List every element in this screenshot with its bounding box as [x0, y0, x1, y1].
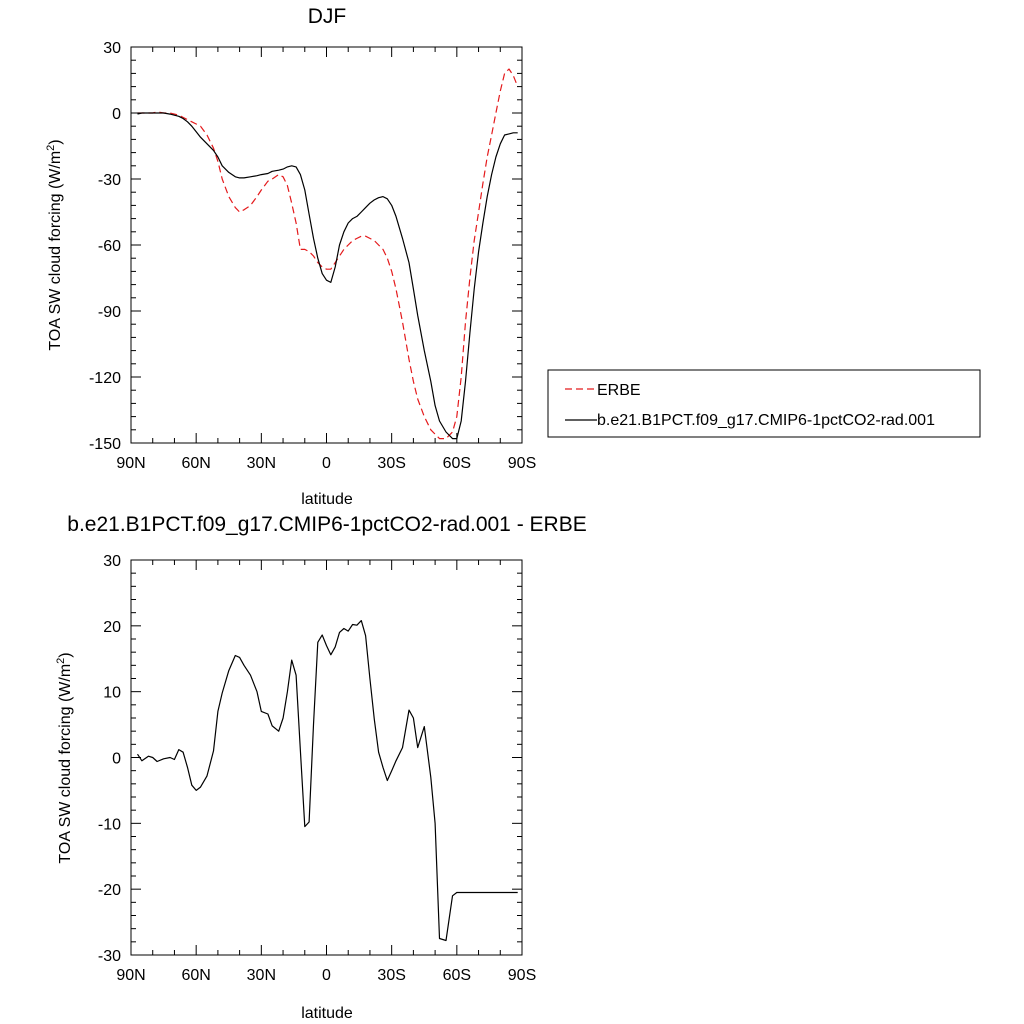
top-chart: DJF 90N 60N 30N 0 30S 60S 90S 30 0 -30 -60 -90 -120 -…	[45, 5, 536, 508]
x-tick-label: 90N	[116, 967, 145, 984]
series-line-0	[137, 619, 518, 942]
x-tick-label: 90S	[508, 455, 536, 472]
y-tick-label: 0	[112, 106, 121, 123]
y-tick-label: 0	[112, 751, 121, 768]
chart-title: DJF	[308, 5, 347, 28]
x-tick-label: 30S	[377, 967, 405, 984]
plot-frame	[130, 559, 523, 956]
legend-box	[547, 369, 981, 438]
legend-label-model: b.e21.B1PCT.f09_g17.CMIP6-1pctCO2-rad.00…	[597, 412, 935, 429]
x-tick-label: 60N	[181, 967, 210, 984]
x-tick-label: 0	[322, 455, 331, 472]
x-tick-label: 90N	[116, 455, 145, 472]
y-tick-label: 20	[103, 619, 121, 636]
bottom-chart: b.e21.B1PCT.f09_g17.CMIP6-1pctCO2-rad.00…	[55, 513, 587, 1022]
legend-label-erbe: ERBE	[597, 382, 641, 399]
x-tick-label: 60S	[443, 967, 471, 984]
x-tick-label: 90S	[508, 967, 536, 984]
y-tick-label: -60	[98, 238, 121, 255]
x-tick-label: 30N	[247, 455, 276, 472]
series-line-0	[137, 68, 519, 440]
x-tick-label: 0	[322, 967, 331, 984]
y-tick-label: -150	[89, 436, 121, 453]
x-tick-label: 30S	[377, 455, 405, 472]
x-tick-label: 60N	[181, 455, 210, 472]
y-tick-label: -10	[98, 816, 121, 833]
y-tick-label: -30	[98, 172, 121, 189]
x-tick-label: 30N	[247, 967, 276, 984]
y-tick-label: 10	[103, 685, 121, 702]
y-axis-label: TOA SW cloud forcing (W/m2)	[45, 139, 64, 350]
legend: ERBE b.e21.B1PCT.f09_g17.CMIP6-1pctCO2-r…	[547, 369, 981, 438]
y-tick-label: 30	[103, 553, 121, 570]
series-group	[137, 68, 519, 440]
y-tick-label: -90	[98, 304, 121, 321]
plot-frame	[130, 46, 523, 444]
x-tick-label: 60S	[443, 455, 471, 472]
axis-ticks: 90N 60N 30N 0 30S 60S 90S 30 0 -30 -60 -90 -120 -150	[89, 40, 536, 472]
y-tick-label: 30	[103, 40, 121, 57]
series-line-1	[137, 112, 518, 440]
axis-ticks: 90N 60N 30N 0 30S 60S 90S 30 20 10 0 -10 -20 -30	[98, 553, 536, 984]
y-tick-label: -120	[89, 370, 121, 387]
y-axis-label: TOA SW cloud forcing (W/m2)	[55, 652, 74, 863]
y-tick-label: -30	[98, 948, 121, 965]
chart-title: b.e21.B1PCT.f09_g17.CMIP6-1pctCO2-rad.00…	[67, 513, 586, 536]
x-axis-label: latitude	[301, 491, 353, 508]
series-group	[137, 619, 518, 942]
x-axis-label: latitude	[301, 1005, 353, 1022]
y-tick-label: -20	[98, 882, 121, 899]
